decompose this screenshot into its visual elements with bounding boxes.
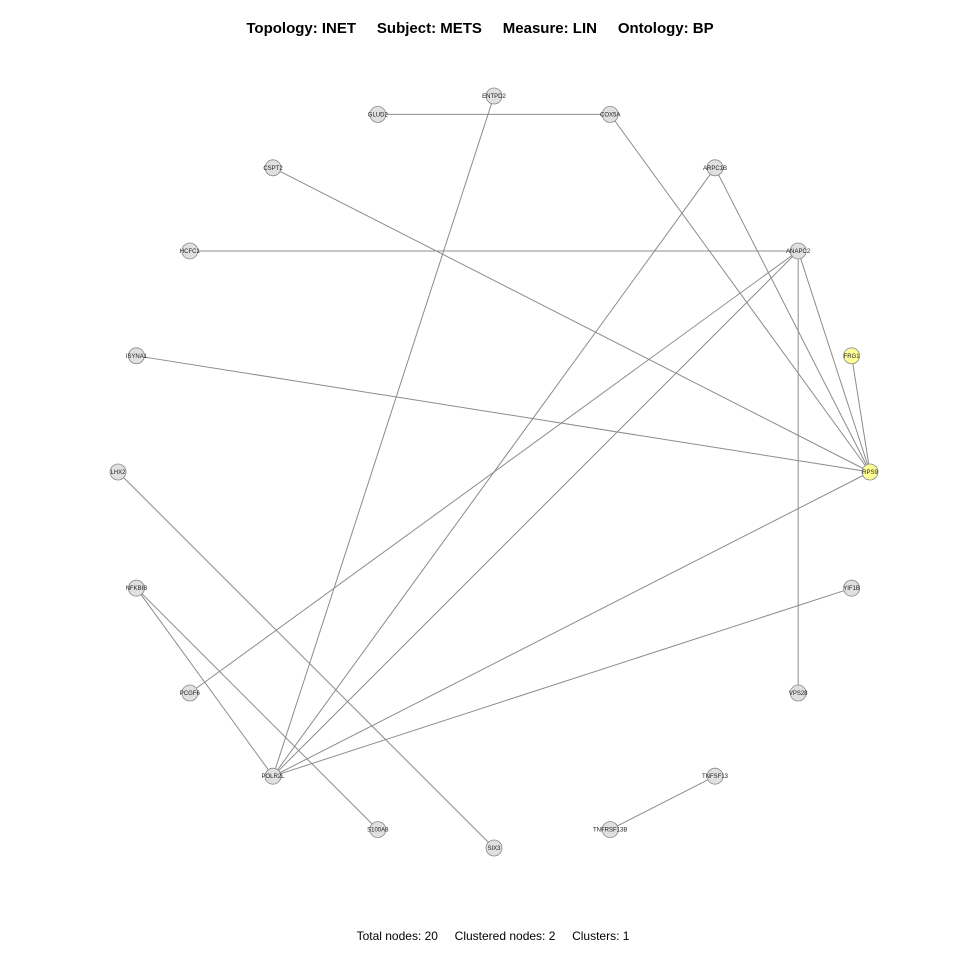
node-circle[interactable] bbox=[369, 106, 387, 123]
node-label: NFKBIB bbox=[126, 586, 148, 592]
edge-frg1-rps9 bbox=[851, 355, 871, 473]
node-circle[interactable] bbox=[128, 579, 145, 597]
edge-entpd2-polr2l bbox=[272, 95, 495, 777]
node-circle[interactable] bbox=[181, 684, 199, 702]
node-cox5a[interactable]: COX5A bbox=[600, 106, 620, 123]
node-label: TNFRSF13B bbox=[593, 828, 627, 834]
footer-clustered-nodes: Clustered nodes: 2 bbox=[454, 929, 556, 943]
footer-total-nodes: Total nodes: 20 bbox=[356, 929, 438, 943]
node-circle[interactable] bbox=[861, 463, 879, 481]
node-label: HCFC1 bbox=[180, 249, 201, 255]
node-circle[interactable] bbox=[706, 767, 724, 785]
node-label: CSPT2 bbox=[263, 166, 283, 172]
node-circle[interactable] bbox=[109, 463, 127, 481]
title-topology: Topology: INET bbox=[246, 20, 357, 37]
node-frg1[interactable]: FRG1 bbox=[843, 347, 861, 365]
node-circle[interactable] bbox=[843, 347, 860, 365]
node-tnfsf13[interactable]: TNFSF13 bbox=[702, 767, 729, 785]
node-tnfrsf13b[interactable]: TNFRSF13B bbox=[593, 821, 627, 838]
node-circle[interactable] bbox=[128, 347, 145, 365]
node-circle[interactable] bbox=[843, 579, 860, 597]
node-label: S100A8 bbox=[367, 828, 389, 834]
edge-isyna1-rps9 bbox=[136, 355, 871, 473]
edge-tnfsf13-tnfrsf13b bbox=[609, 775, 716, 831]
node-circle[interactable] bbox=[601, 106, 619, 123]
node-lhx2[interactable]: LHX2 bbox=[109, 463, 127, 481]
edge-cspt2-rps9 bbox=[272, 167, 871, 473]
node-polr2l[interactable]: POLR2L bbox=[261, 767, 285, 785]
node-circle[interactable] bbox=[369, 821, 387, 838]
node-circle[interactable] bbox=[789, 242, 807, 260]
node-anapc2[interactable]: ANAPC2 bbox=[786, 242, 811, 260]
node-label: TNFSF13 bbox=[702, 774, 729, 780]
edge-lhx2-six3 bbox=[117, 471, 495, 849]
node-circle[interactable] bbox=[789, 684, 807, 702]
node-isyna1[interactable]: ISYNA1 bbox=[126, 347, 148, 365]
node-circle[interactable] bbox=[485, 87, 503, 105]
node-label: ARPC1B bbox=[703, 166, 727, 172]
node-label: GLUD2 bbox=[368, 112, 389, 118]
node-label: VPS28 bbox=[789, 691, 808, 697]
node-label: ENTPD2 bbox=[482, 94, 506, 100]
node-s100a8[interactable]: S100A8 bbox=[367, 821, 389, 838]
node-entpd2[interactable]: ENTPD2 bbox=[482, 87, 506, 105]
graph-footer: Total nodes: 20 Clustered nodes: 2 Clust… bbox=[0, 929, 960, 943]
node-vps28[interactable]: VPS28 bbox=[789, 684, 808, 702]
footer-clusters: Clusters: 1 bbox=[572, 929, 630, 943]
node-circle[interactable] bbox=[485, 839, 503, 857]
edge-nfkbib-polr2l bbox=[135, 587, 274, 777]
edge-nfkbib-s100a8 bbox=[136, 587, 379, 830]
node-layer: ENTPD2 COX5A ARPC1B ANAPC2 FRG1 RPS9 YIF1B VPS2… bbox=[109, 87, 879, 857]
node-hcfc1[interactable]: HCFC1 bbox=[180, 242, 201, 260]
node-cspt2[interactable]: CSPT2 bbox=[263, 159, 283, 177]
edge-layer bbox=[117, 95, 871, 849]
node-arpc1b[interactable]: ARPC1B bbox=[703, 159, 727, 177]
chart-title: Topology: INET Subject: METS Measure: LI… bbox=[0, 20, 960, 37]
node-label: POLR2L bbox=[261, 774, 285, 780]
title-ontology: Ontology: BP bbox=[617, 20, 714, 37]
title-subject: Subject: METS bbox=[376, 20, 482, 37]
node-label: PCGF6 bbox=[180, 691, 201, 697]
edge-rps9-polr2l bbox=[272, 471, 871, 777]
edge-arpc1b-rps9 bbox=[714, 167, 871, 473]
node-yif1b[interactable]: YIF1B bbox=[843, 579, 860, 597]
node-circle[interactable] bbox=[706, 159, 724, 177]
edge-yif1b-polr2l bbox=[272, 587, 852, 777]
node-pcgf6[interactable]: PCGF6 bbox=[180, 684, 201, 702]
node-circle[interactable] bbox=[264, 767, 282, 785]
node-label: LHX2 bbox=[110, 470, 126, 476]
node-label: COX5A bbox=[600, 112, 620, 118]
edge-anapc2-rps9 bbox=[797, 250, 871, 473]
node-circle[interactable] bbox=[264, 159, 282, 177]
node-label: ANAPC2 bbox=[786, 249, 811, 255]
node-circle[interactable] bbox=[181, 242, 199, 260]
node-circle[interactable] bbox=[601, 821, 619, 838]
node-six3[interactable]: SIX3 bbox=[485, 839, 503, 857]
node-rps9[interactable]: RPS9 bbox=[861, 463, 879, 481]
node-nfkbib[interactable]: NFKBIB bbox=[126, 579, 148, 597]
edge-anapc2-pcgf6 bbox=[189, 250, 799, 694]
node-label: RPS9 bbox=[862, 470, 878, 476]
edge-anapc2-polr2l bbox=[272, 250, 799, 777]
node-label: FRG1 bbox=[844, 354, 861, 360]
node-glud2[interactable]: GLUD2 bbox=[368, 106, 389, 123]
node-label: YIF1B bbox=[843, 586, 860, 592]
title-measure: Measure: LIN bbox=[502, 20, 597, 37]
node-label: SIX3 bbox=[487, 846, 501, 852]
node-label: ISYNA1 bbox=[126, 354, 148, 360]
